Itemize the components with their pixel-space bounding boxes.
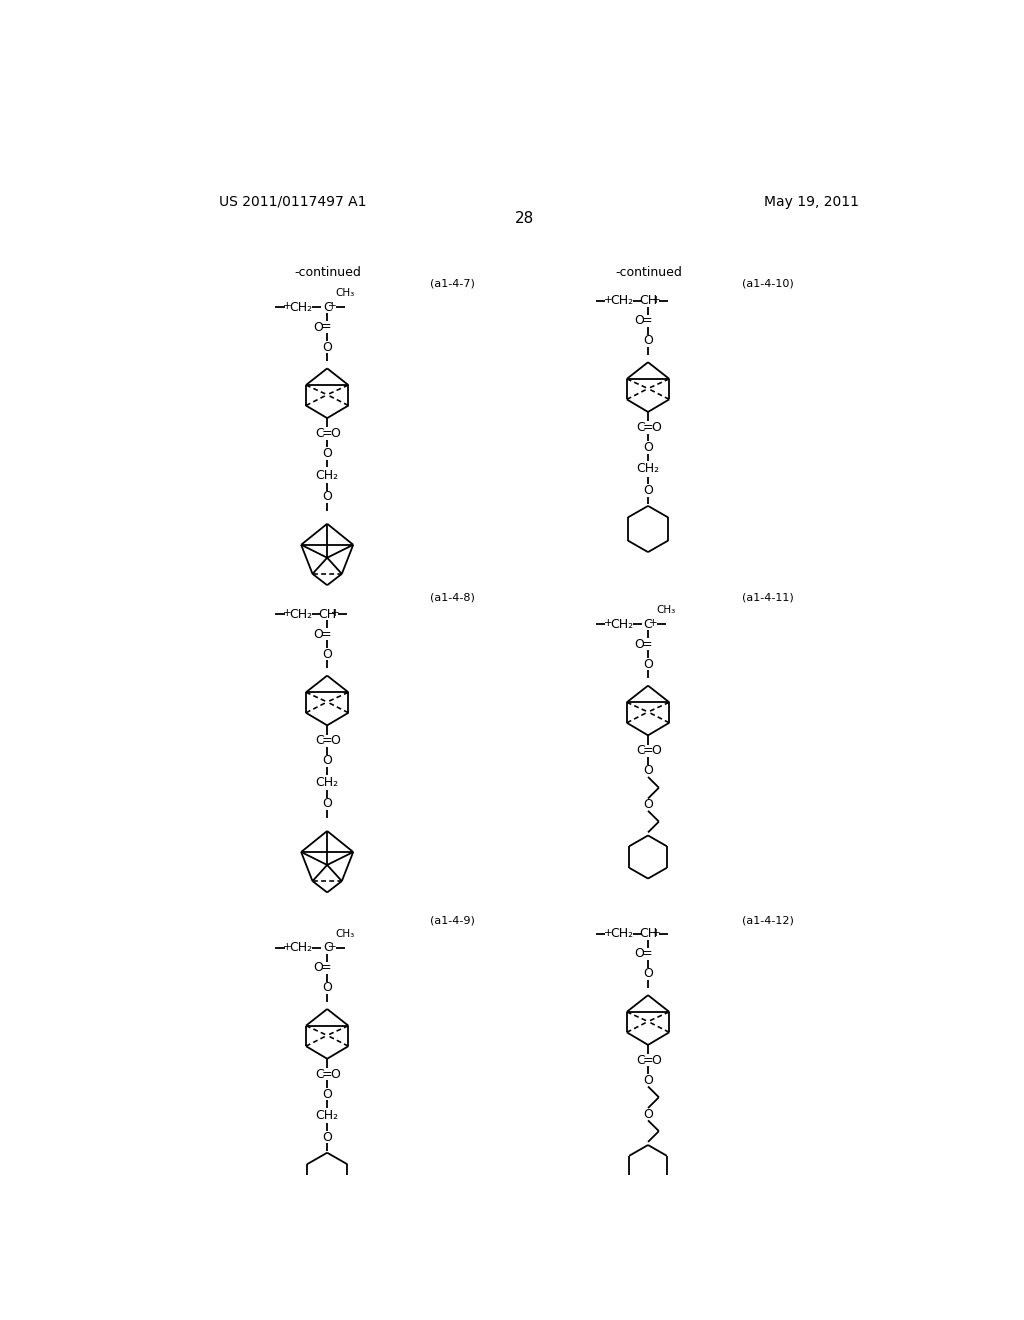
Text: 28: 28: [515, 211, 535, 226]
Text: O: O: [313, 321, 323, 334]
Text: O: O: [323, 754, 332, 767]
Text: CH: CH: [639, 927, 657, 940]
Text: CH: CH: [318, 607, 336, 620]
Text: +: +: [329, 301, 337, 312]
Text: =: =: [321, 628, 331, 640]
Text: +: +: [284, 609, 292, 619]
Text: CH₂: CH₂: [637, 462, 659, 475]
Text: C: C: [636, 1053, 645, 1067]
Text: -continued: -continued: [295, 265, 361, 279]
Text: +: +: [651, 296, 660, 305]
Text: CH₂: CH₂: [315, 469, 339, 482]
Text: O: O: [330, 734, 340, 747]
Text: O: O: [651, 1053, 660, 1067]
Text: C: C: [315, 428, 324, 440]
Text: O: O: [323, 648, 332, 661]
Text: O: O: [643, 657, 653, 671]
Text: O: O: [323, 981, 332, 994]
Text: +: +: [331, 609, 339, 619]
Text: O: O: [651, 421, 660, 434]
Text: CH: CH: [639, 294, 657, 308]
Text: May 19, 2011: May 19, 2011: [764, 194, 858, 209]
Text: O: O: [651, 744, 660, 758]
Text: O: O: [323, 490, 332, 503]
Text: O: O: [643, 1074, 653, 1086]
Text: =: =: [321, 961, 331, 974]
Text: O: O: [323, 1088, 332, 1101]
Text: (a1-4-11): (a1-4-11): [741, 593, 794, 602]
Text: CH₂: CH₂: [289, 301, 312, 314]
Text: +: +: [604, 619, 612, 628]
Text: +: +: [329, 942, 337, 952]
Text: C: C: [636, 744, 645, 758]
Text: O: O: [643, 441, 653, 454]
Text: +: +: [651, 928, 660, 939]
Text: O: O: [643, 1107, 653, 1121]
Text: C: C: [315, 1068, 324, 1081]
Text: CH₂: CH₂: [315, 776, 339, 789]
Text: +: +: [649, 619, 657, 628]
Text: +: +: [284, 301, 292, 312]
Text: CH₂: CH₂: [289, 941, 312, 954]
Text: O: O: [643, 484, 653, 498]
Text: C: C: [323, 941, 332, 954]
Text: =: =: [322, 734, 333, 747]
Text: C: C: [644, 618, 652, 631]
Text: (a1-4-7): (a1-4-7): [430, 279, 475, 288]
Text: O: O: [643, 334, 653, 347]
Text: O: O: [323, 797, 332, 810]
Text: =: =: [322, 428, 333, 440]
Text: O: O: [643, 968, 653, 981]
Text: CH₂: CH₂: [610, 294, 633, 308]
Text: O: O: [323, 1131, 332, 1144]
Text: CH₂: CH₂: [610, 618, 633, 631]
Text: O: O: [323, 341, 332, 354]
Text: (a1-4-12): (a1-4-12): [741, 916, 794, 925]
Text: +: +: [604, 296, 612, 305]
Text: O: O: [330, 1068, 340, 1081]
Text: =: =: [641, 314, 652, 327]
Text: -continued: -continued: [615, 265, 682, 279]
Text: C: C: [636, 421, 645, 434]
Text: C: C: [323, 301, 332, 314]
Text: O: O: [643, 764, 653, 777]
Text: =: =: [322, 1068, 333, 1081]
Text: =: =: [321, 321, 331, 334]
Text: +: +: [284, 942, 292, 952]
Text: O: O: [634, 638, 644, 651]
Text: O: O: [313, 628, 323, 640]
Text: US 2011/0117497 A1: US 2011/0117497 A1: [219, 194, 367, 209]
Text: O: O: [634, 948, 644, 961]
Text: +: +: [604, 928, 612, 939]
Text: CH₃: CH₃: [336, 288, 354, 298]
Text: O: O: [323, 447, 332, 461]
Text: CH₃: CH₃: [656, 606, 676, 615]
Text: (a1-4-10): (a1-4-10): [741, 279, 794, 288]
Text: (a1-4-8): (a1-4-8): [430, 593, 475, 602]
Text: CH₂: CH₂: [610, 927, 633, 940]
Text: =: =: [641, 948, 652, 961]
Text: CH₃: CH₃: [336, 929, 354, 939]
Text: O: O: [313, 961, 323, 974]
Text: CH₂: CH₂: [289, 607, 312, 620]
Text: O: O: [643, 799, 653, 812]
Text: O: O: [330, 428, 340, 440]
Text: =: =: [643, 421, 653, 434]
Text: =: =: [643, 744, 653, 758]
Text: C: C: [315, 734, 324, 747]
Text: O: O: [634, 314, 644, 327]
Text: =: =: [641, 638, 652, 651]
Text: (a1-4-9): (a1-4-9): [430, 916, 475, 925]
Text: =: =: [643, 1053, 653, 1067]
Text: CH₂: CH₂: [315, 1109, 339, 1122]
